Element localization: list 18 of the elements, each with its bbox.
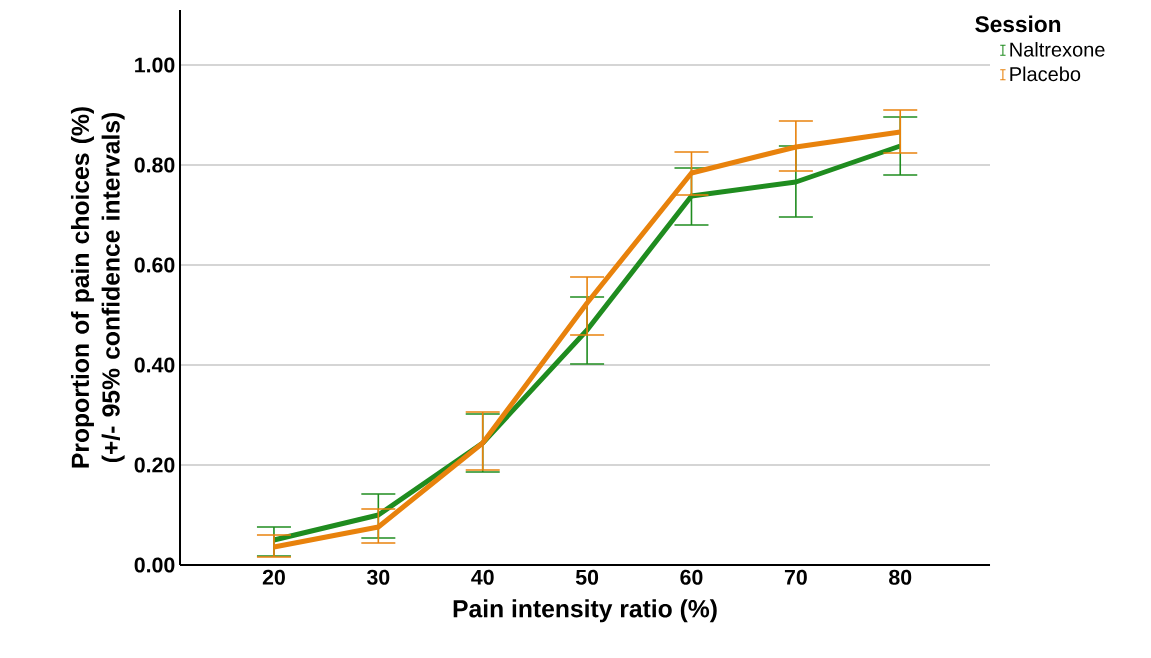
x-tick-label: 40 (471, 569, 494, 585)
legend-label: Placebo (1010, 66, 1081, 82)
legend-label: Naltrexone (1010, 42, 1105, 57)
x-axis-title: Pain intensity ratio (%) (453, 599, 717, 623)
y-tick-label: 0.60 (134, 257, 175, 273)
y-tick-label: 0.00 (134, 557, 175, 573)
y-tick-label: 0.20 (134, 457, 175, 473)
x-tick-label: 30 (366, 569, 390, 585)
x-tick-label: 20 (262, 569, 285, 585)
y-tick-label: 1.00 (135, 57, 175, 73)
x-tick-label: 70 (784, 569, 807, 585)
x-tick-label: 80 (889, 569, 912, 585)
y-axis-title: Proportion of pain choices (%) (+/- 95% confidence intervals) (70, 107, 125, 468)
x-tick-label: 50 (575, 569, 599, 585)
legend-title: Session (975, 15, 1061, 33)
y-tick-label: 0.40 (134, 357, 175, 373)
x-tick-label: 60 (680, 569, 703, 585)
y-tick-label: 0.80 (134, 157, 175, 173)
